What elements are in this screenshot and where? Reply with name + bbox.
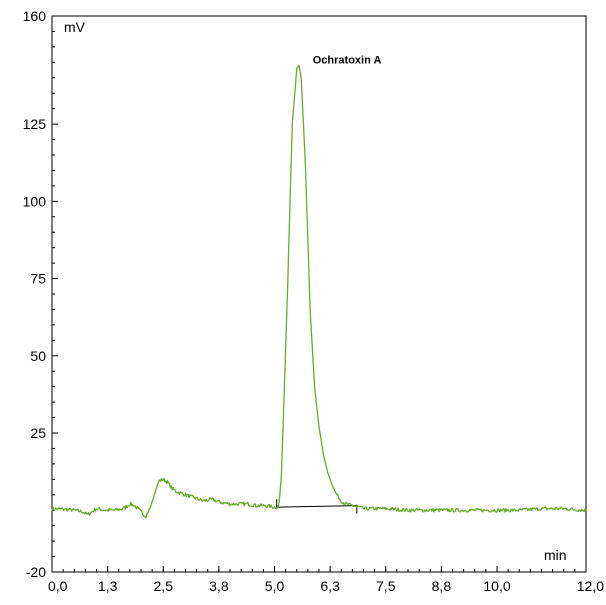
y-tick-label: 125 bbox=[23, 116, 47, 132]
y-axis-unit-label: mV bbox=[64, 19, 86, 35]
x-tick-label: 8,8 bbox=[432, 578, 452, 594]
x-tick-label: 0,0 bbox=[48, 578, 68, 594]
y-tick-label: -20 bbox=[26, 564, 46, 580]
x-tick-label: 10,0 bbox=[483, 578, 510, 594]
x-tick-label: 6,3 bbox=[320, 578, 340, 594]
y-tick-label: 25 bbox=[30, 425, 46, 441]
x-tick-label: 2,5 bbox=[154, 578, 174, 594]
x-axis-ticks: 0,0 1,3 2,5 3,8 5,0 6,3 7,5 8,8 10,0 12,0 bbox=[48, 566, 604, 594]
x-tick-label: 12,0 bbox=[577, 578, 604, 594]
x-tick-label: 5,0 bbox=[265, 578, 285, 594]
chromatogram-trace bbox=[51, 64, 587, 519]
x-axis-unit-label: min bbox=[544, 547, 567, 563]
baseline-line bbox=[276, 505, 357, 508]
plot-frame bbox=[51, 15, 587, 573]
y-tick-label: 50 bbox=[30, 348, 46, 364]
peak-label-ochratoxin-a: Ochratoxin A bbox=[313, 54, 382, 66]
x-tick-label: 1,3 bbox=[98, 578, 118, 594]
x-tick-label: 3,8 bbox=[209, 578, 229, 594]
y-axis-ticks: -20 25 50 75 100 125 160 bbox=[23, 8, 58, 580]
y-tick-label: 75 bbox=[30, 271, 46, 287]
y-tick-label: 100 bbox=[23, 193, 47, 209]
y-tick-label: 160 bbox=[23, 8, 47, 24]
x-tick-label: 7,5 bbox=[376, 578, 396, 594]
